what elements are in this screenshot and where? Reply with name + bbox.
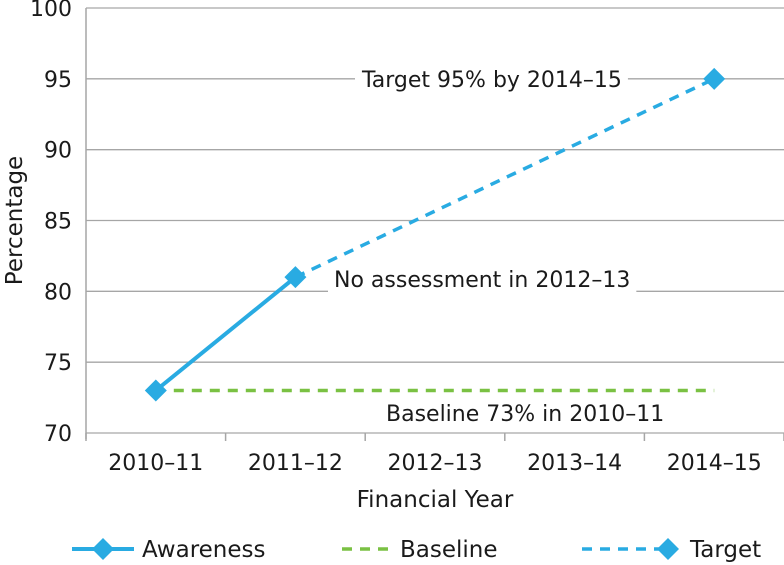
- data-point-awareness: [144, 379, 167, 402]
- legend-label-baseline: Baseline: [400, 537, 498, 563]
- x-tick-label: 2012–13: [388, 451, 483, 476]
- series-line-target: [294, 77, 715, 279]
- x-tick-label: 2010–11: [108, 451, 203, 476]
- legend: Awareness Baseline Target: [72, 537, 761, 563]
- series-group: [144, 67, 726, 402]
- y-tick-label: 100: [30, 0, 72, 22]
- x-tick-label: 2014–15: [667, 451, 762, 476]
- series-line-awareness: [154, 275, 297, 393]
- annotation-background: [380, 401, 671, 428]
- y-tick-labels: 70 75 80 85 90 95 100: [30, 0, 72, 447]
- y-tick-label: 85: [44, 210, 72, 235]
- axes: [85, 8, 784, 441]
- x-tick-label: 2013–14: [527, 451, 622, 476]
- annotation-background: [355, 67, 628, 94]
- x-axis-label: Financial Year: [357, 487, 514, 513]
- annotation-baseline: Baseline 73% in 2010–11: [386, 402, 664, 427]
- y-tick-label: 95: [44, 68, 72, 93]
- legend-marker-target: [657, 538, 679, 560]
- data-point-target: [703, 67, 726, 90]
- x-tick-labels: 2010–11 2011–12 2012–13 2013–14 2014–15: [108, 451, 761, 476]
- y-tick-label: 70: [44, 422, 72, 447]
- y-tick-label: 90: [44, 139, 72, 164]
- annotation-background: [328, 267, 637, 294]
- y-axis-label: Percentage: [2, 156, 28, 285]
- legend-label-target: Target: [689, 537, 761, 563]
- y-tick-label: 80: [44, 280, 72, 305]
- y-tick-label: 75: [44, 351, 72, 376]
- data-point-awareness: [284, 266, 307, 289]
- x-tick-label: 2011–12: [248, 451, 343, 476]
- annotation-no-assessment: No assessment in 2012–13: [334, 268, 630, 293]
- legend-marker-awareness: [92, 538, 114, 560]
- annotation-target: Target 95% by 2014–15: [361, 68, 622, 93]
- legend-label-awareness: Awareness: [142, 537, 266, 563]
